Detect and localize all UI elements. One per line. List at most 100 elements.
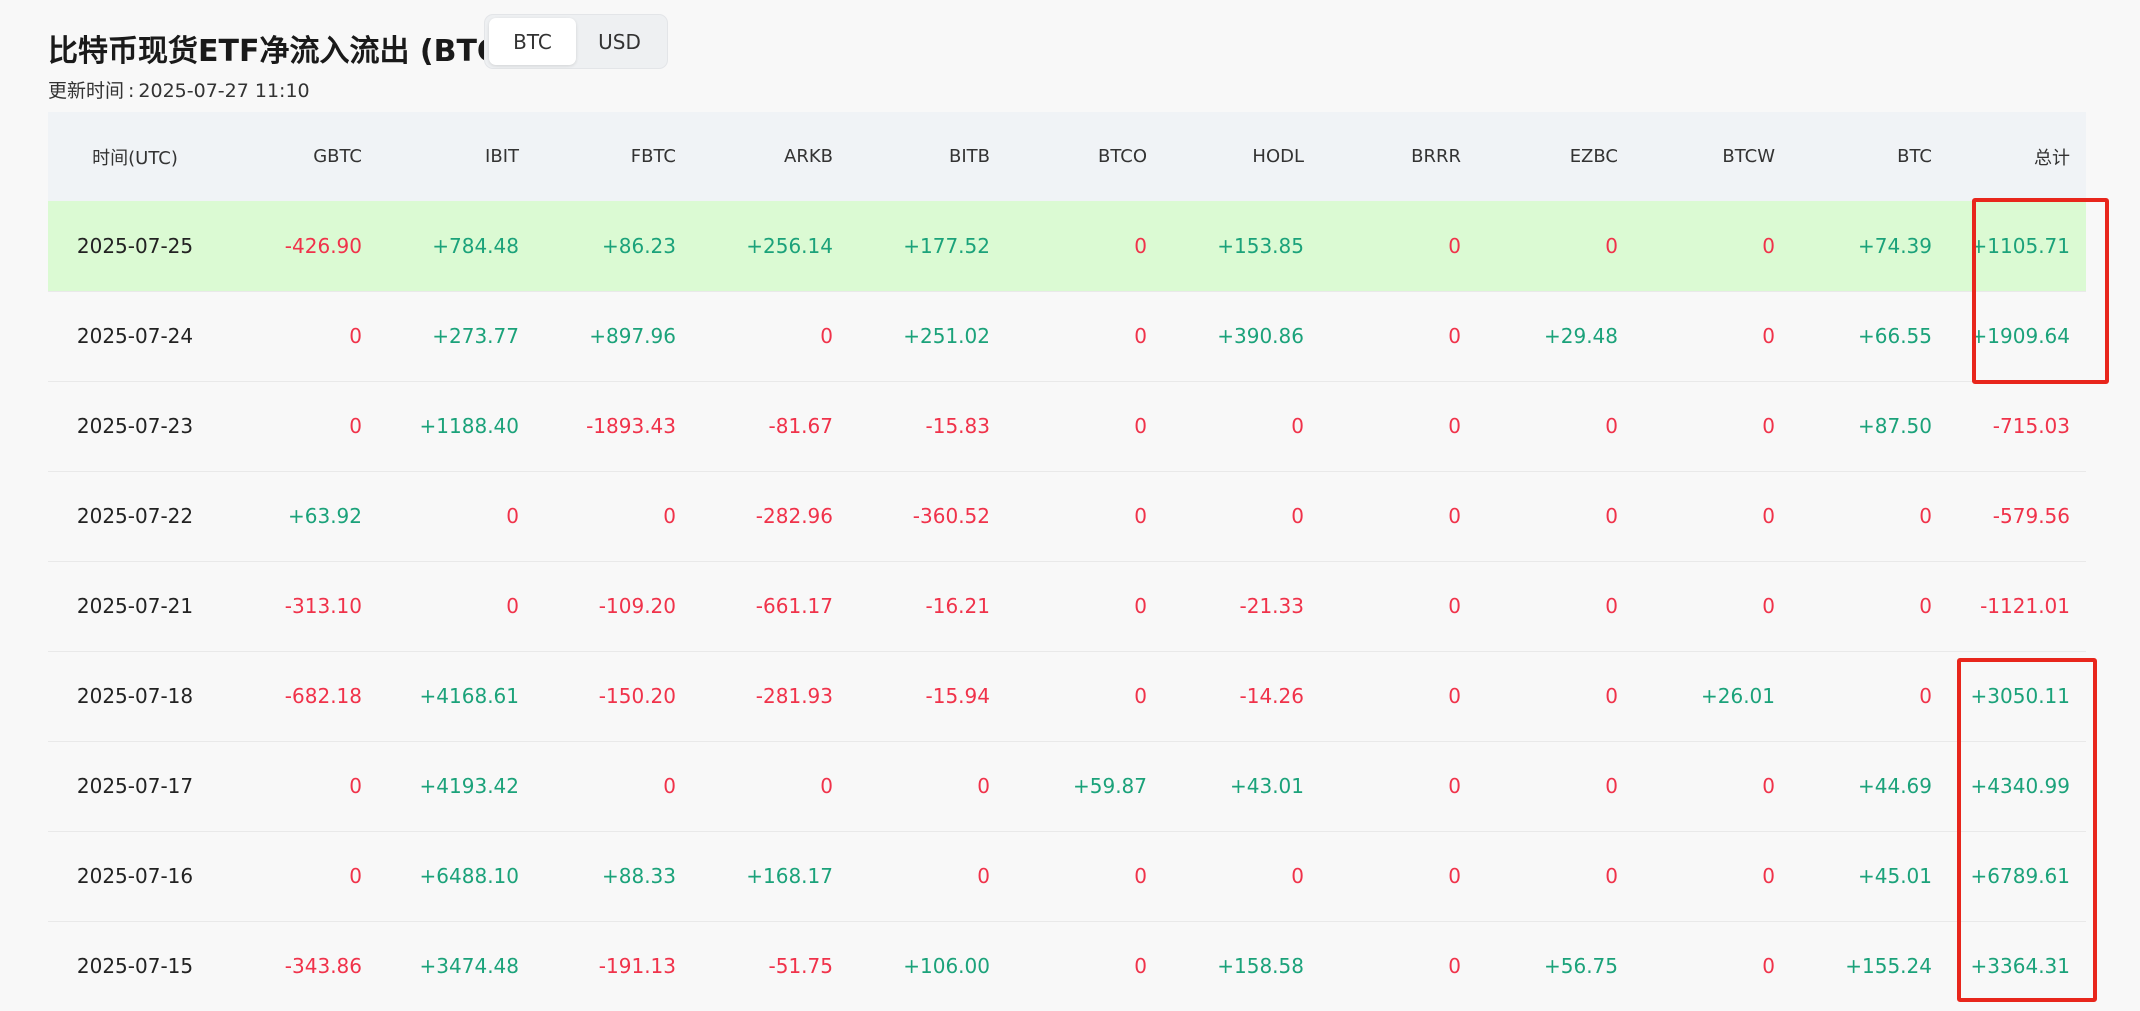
- flow-cell: -343.86: [284, 954, 362, 979]
- flow-cell: 0: [1762, 233, 1775, 258]
- unit-option-usd[interactable]: USD: [598, 29, 641, 54]
- date-cell: 2025-07-24: [76, 324, 194, 348]
- flow-cell: 0: [349, 864, 362, 888]
- flow-cell: -1893.43: [586, 414, 676, 438]
- column-header: BRRR: [1411, 146, 1461, 167]
- flow-cell: 0: [1762, 864, 1775, 888]
- date-cell: 2025-07-15: [76, 954, 194, 979]
- flow-cell: +177.52: [903, 233, 990, 258]
- table-row: 2025-07-24 0 +273.77 +897.96 0 +251.02 0 +390.8…: [48, 291, 2086, 381]
- table-row: 2025-07-21 -313.10 0 -109.20 -661.17 -16.21 0 -…: [48, 561, 2086, 651]
- flow-cell: +87.50: [1857, 414, 1932, 438]
- flow-cell: 0: [1762, 954, 1775, 979]
- flow-cell: 0: [663, 774, 676, 798]
- update-time: 更新时间:2025-07-27 11:10: [48, 76, 310, 103]
- flow-cell: 0: [1134, 233, 1147, 258]
- etf-flow-table: 时间(UTC) GBTC IBIT FBTC ARKB BITB BTCO HODL BRRR E…: [48, 112, 2086, 1011]
- table-row: 2025-07-23 0 +1188.40 -1893.43 -81.67 -15.83 0…: [48, 381, 2086, 471]
- column-header: IBIT: [485, 146, 519, 167]
- flow-cell: +29.48: [1543, 324, 1618, 348]
- flow-cell: +256.14: [746, 233, 833, 258]
- flow-cell: +784.48: [432, 233, 519, 258]
- column-header: 总计: [2034, 147, 2070, 169]
- date-cell: 2025-07-18: [76, 684, 194, 708]
- flow-cell: 0: [1134, 594, 1147, 618]
- flow-cell: 0: [1919, 684, 1932, 708]
- flow-cell: 0: [1762, 414, 1775, 438]
- flow-cell: -16.21: [925, 594, 990, 618]
- flow-cell: +66.55: [1857, 324, 1932, 348]
- column-header: BTCW: [1722, 146, 1775, 167]
- flow-cell: +168.17: [746, 864, 833, 888]
- unit-option-btc[interactable]: BTC: [489, 18, 576, 65]
- flow-cell: 0: [349, 324, 362, 348]
- flow-cell: 0: [1448, 864, 1461, 888]
- column-header: HODL: [1252, 146, 1304, 167]
- column-header: BTCO: [1097, 146, 1147, 167]
- column-header: FBTC: [630, 146, 676, 167]
- total-cell: +3050.11: [1970, 684, 2070, 708]
- update-time-separator: :: [128, 80, 135, 102]
- flow-cell: 0: [1919, 504, 1932, 528]
- flow-cell: -15.94: [925, 684, 990, 708]
- flow-cell: +88.33: [601, 864, 676, 888]
- flow-cell: +56.75: [1543, 954, 1618, 979]
- flow-cell: 0: [1762, 504, 1775, 528]
- flow-cell: 0: [1448, 594, 1461, 618]
- flow-cell: +1188.40: [419, 414, 519, 438]
- flow-cell: 0: [820, 774, 833, 798]
- table-body: 2025-07-25 -426.90 +784.48 +86.23 +256.14 +17…: [48, 201, 2086, 1011]
- total-cell: -579.56: [1992, 504, 2070, 528]
- flow-cell: +273.77: [432, 324, 519, 348]
- flow-cell: 0: [820, 324, 833, 348]
- flow-cell: 0: [1134, 324, 1147, 348]
- flow-cell: 0: [1762, 324, 1775, 348]
- flow-cell: 0: [1448, 414, 1461, 438]
- flow-cell: 0: [977, 774, 990, 798]
- flow-cell: 0: [1448, 233, 1461, 258]
- flow-cell: 0: [1448, 504, 1461, 528]
- flow-cell: 0: [1291, 504, 1304, 528]
- flow-cell: +158.58: [1217, 954, 1304, 979]
- flow-cell: +63.92: [287, 504, 362, 528]
- flow-cell: -191.13: [598, 954, 676, 979]
- flow-cell: 0: [1605, 774, 1618, 798]
- flow-cell: -282.96: [755, 504, 833, 528]
- flow-cell: 0: [1134, 684, 1147, 708]
- flow-cell: 0: [1448, 774, 1461, 798]
- flow-cell: 0: [1919, 594, 1932, 618]
- total-cell: +4340.99: [1970, 774, 2070, 798]
- flow-cell: +43.01: [1229, 774, 1304, 798]
- flow-cell: +86.23: [601, 233, 676, 258]
- flow-cell: -313.10: [284, 594, 362, 618]
- flow-cell: +74.39: [1857, 233, 1932, 258]
- flow-cell: 0: [663, 504, 676, 528]
- flow-cell: +155.24: [1845, 954, 1932, 979]
- flow-cell: +4193.42: [419, 774, 519, 798]
- date-cell: 2025-07-23: [76, 414, 194, 438]
- flow-cell: -51.75: [768, 954, 833, 979]
- update-time-value: 2025-07-27 11:10: [138, 80, 310, 102]
- flow-cell: -150.20: [598, 684, 676, 708]
- flow-cell: -682.18: [284, 684, 362, 708]
- total-cell: -1121.01: [1980, 594, 2070, 618]
- flow-cell: 0: [977, 864, 990, 888]
- flow-cell: 0: [506, 504, 519, 528]
- update-time-label: 更新时间: [48, 80, 125, 102]
- table-row: 2025-07-22 +63.92 0 0 -282.96 -360.52 0 0 0 0 0 0 -5…: [48, 471, 2086, 561]
- flow-cell: 0: [1291, 864, 1304, 888]
- flow-cell: +153.85: [1217, 233, 1304, 258]
- table-row: 2025-07-18 -682.18 +4168.61 -150.20 -281.93 -…: [48, 651, 2086, 741]
- flow-cell: 0: [349, 774, 362, 798]
- date-cell: 2025-07-25: [76, 233, 194, 258]
- flow-cell: +44.69: [1857, 774, 1932, 798]
- flow-cell: 0: [1605, 414, 1618, 438]
- flow-cell: +6488.10: [419, 864, 519, 888]
- column-header: 时间(UTC): [92, 147, 178, 169]
- flow-cell: 0: [1448, 324, 1461, 348]
- total-cell: +1105.71: [1970, 233, 2070, 258]
- date-cell: 2025-07-17: [76, 774, 194, 798]
- flow-cell: 0: [1134, 414, 1147, 438]
- column-header: EZBC: [1569, 146, 1618, 167]
- flow-cell: 0: [1134, 504, 1147, 528]
